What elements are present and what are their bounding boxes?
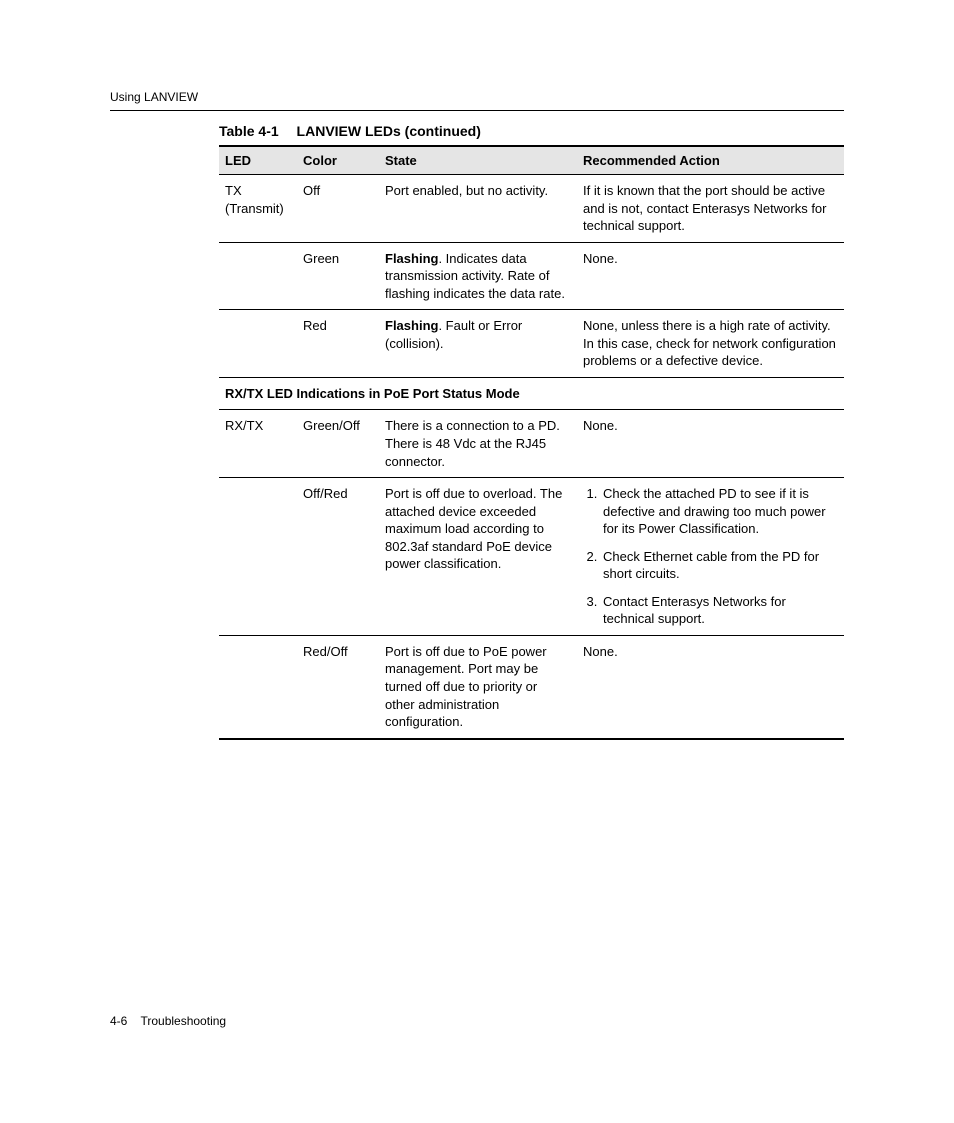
th-color: Color <box>297 146 379 175</box>
cell-color: Red/Off <box>297 635 379 738</box>
row-section: RX/TX LED Indications in PoE Port Status… <box>219 377 844 410</box>
cell-led <box>219 310 297 378</box>
cell-action: None. <box>577 410 844 478</box>
cell-state: Flashing. Fault or Error (collision). <box>379 310 577 378</box>
action-item: Check the attached PD to see if it is de… <box>601 485 836 538</box>
cell-state: Port is off due to overload. The attache… <box>379 478 577 636</box>
th-led: LED <box>219 146 297 175</box>
cell-color: Green <box>297 242 379 310</box>
page-footer: 4-6 Troubleshooting <box>110 1014 226 1028</box>
cell-color: Off/Red <box>297 478 379 636</box>
led-table: LED Color State Recommended Action TX (T… <box>219 145 844 740</box>
header-rule <box>110 110 844 111</box>
row-rxtx-redoff: Red/Off Port is off due to PoE power man… <box>219 635 844 738</box>
cell-state: Port enabled, but no activity. <box>379 175 577 243</box>
cell-action: None. <box>577 635 844 738</box>
th-state: State <box>379 146 577 175</box>
section-heading: RX/TX LED Indications in PoE Port Status… <box>219 377 844 410</box>
row-tx-red: Red Flashing. Fault or Error (collision)… <box>219 310 844 378</box>
cell-color: Off <box>297 175 379 243</box>
cell-state: There is a connection to a PD. There is … <box>379 410 577 478</box>
cell-color: Red <box>297 310 379 378</box>
cell-state: Port is off due to PoE power management.… <box>379 635 577 738</box>
cell-action: None, unless there is a high rate of act… <box>577 310 844 378</box>
row-tx-green: Green Flashing. Indicates data transmiss… <box>219 242 844 310</box>
cell-action: None. <box>577 242 844 310</box>
action-item: Check Ethernet cable from the PD for sho… <box>601 548 836 583</box>
cell-state: Flashing. Indicates data transmission ac… <box>379 242 577 310</box>
cell-led: RX/TX <box>219 410 297 478</box>
caption-title: LANVIEW LEDs (continued) <box>297 123 481 139</box>
cell-action: Check the attached PD to see if it is de… <box>577 478 844 636</box>
row-rxtx-offred: Off/Red Port is off due to overload. The… <box>219 478 844 636</box>
row-rxtx-greenoff: RX/TX Green/Off There is a connection to… <box>219 410 844 478</box>
action-item: Contact Enterasys Networks for technical… <box>601 593 836 628</box>
th-action: Recommended Action <box>577 146 844 175</box>
cell-action: If it is known that the port should be a… <box>577 175 844 243</box>
caption-number: Table 4-1 <box>219 123 279 139</box>
cell-led <box>219 635 297 738</box>
cell-led: TX (Transmit) <box>219 175 297 243</box>
table-caption: Table 4-1 LANVIEW LEDs (continued) <box>110 123 844 139</box>
state-bold: Flashing <box>385 251 438 266</box>
row-tx-off: TX (Transmit) Off Port enabled, but no a… <box>219 175 844 243</box>
state-bold: Flashing <box>385 318 438 333</box>
cell-led <box>219 478 297 636</box>
running-head: Using LANVIEW <box>110 90 844 104</box>
page-number: 4-6 <box>110 1014 127 1028</box>
footer-section: Troubleshooting <box>140 1014 226 1028</box>
cell-color: Green/Off <box>297 410 379 478</box>
action-list: Check the attached PD to see if it is de… <box>583 485 836 628</box>
cell-led <box>219 242 297 310</box>
table-header-row: LED Color State Recommended Action <box>219 146 844 175</box>
